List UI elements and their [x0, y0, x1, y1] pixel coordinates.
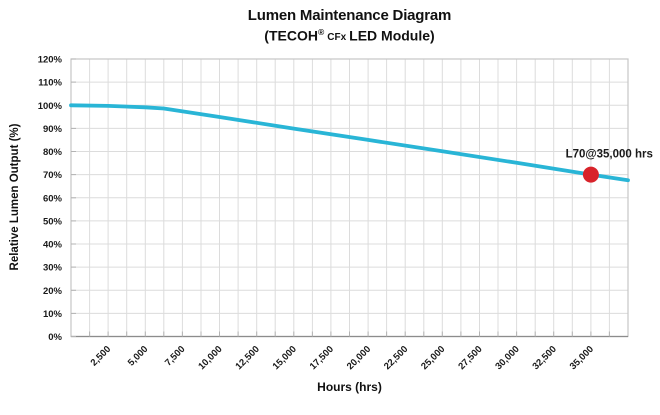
chart-title-block: Lumen Maintenance Diagram (TECOH®CFx LED … [71, 7, 628, 45]
series-line [69, 103, 630, 183]
subtitle-rest: LED Module) [349, 27, 435, 44]
chart-title: Lumen Maintenance Diagram [247, 7, 452, 24]
y-tick-label: 50% [43, 216, 63, 227]
y-tick-label: 40% [43, 240, 63, 251]
chart-subtitle: (TECOH®CFx LED Module) [71, 27, 628, 45]
registered-trademark-symbol: ® [317, 26, 325, 37]
y-tick-label: 70% [43, 170, 63, 181]
marker-annotation: L70@35,000 hrs [566, 149, 653, 161]
x-tick-label: 15,000 [271, 344, 299, 372]
y-tick-label: 100% [38, 101, 63, 112]
x-tick-label: 7,500 [163, 344, 188, 369]
y-tick-label: 110% [38, 78, 62, 89]
y-tick-label: 90% [43, 124, 63, 135]
y-tick-label: 30% [43, 263, 63, 274]
y-tick-label: 60% [43, 193, 63, 204]
x-tick-label: 5,000 [126, 344, 151, 369]
y-tick-label: 120% [38, 55, 63, 66]
x-tick-label: 22,500 [382, 344, 410, 372]
x-tick-label: 2,500 [89, 344, 114, 369]
y-tick-label: 10% [43, 309, 63, 320]
x-tick-label: 20,000 [345, 344, 373, 372]
y-tick-label: 20% [43, 286, 63, 297]
subtitle-variant: CFx [327, 32, 347, 44]
x-tick-label: 32,500 [530, 344, 558, 372]
y-tick-label: 0% [48, 332, 62, 343]
x-tick-label: 25,000 [419, 344, 447, 372]
x-tick-label: 10,000 [196, 344, 224, 372]
x-axis-title: Hours (hrs) [317, 380, 382, 394]
x-tick-label: 12,500 [233, 344, 261, 372]
x-tick-label: 17,500 [308, 344, 336, 372]
subtitle-open: (TECOH [264, 27, 318, 44]
x-tick-label: 30,000 [493, 344, 521, 372]
y-tick-label: 80% [43, 147, 63, 158]
x-tick-label: 27,500 [456, 344, 484, 372]
x-tick-label: 35,000 [568, 344, 596, 372]
data-point-marker [582, 166, 599, 183]
